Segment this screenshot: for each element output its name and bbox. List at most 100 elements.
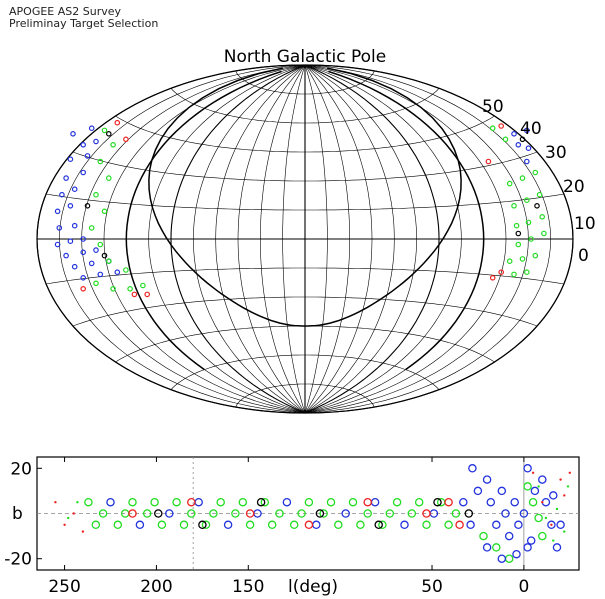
data-point-blue bbox=[549, 491, 558, 500]
data-point-green bbox=[525, 219, 532, 226]
data-point-black bbox=[374, 520, 383, 530]
x-tick-label: 150 bbox=[232, 577, 264, 597]
data-point-green bbox=[492, 543, 501, 552]
latitude-tick-label: 30 bbox=[545, 143, 567, 163]
data-point-green bbox=[201, 520, 211, 530]
data-point-green bbox=[238, 497, 248, 507]
data-point-green bbox=[110, 285, 116, 292]
data-point-green bbox=[67, 516, 70, 520]
data-point-blue bbox=[511, 131, 517, 137]
plot-frame bbox=[36, 456, 580, 571]
data-point-blue bbox=[54, 208, 61, 215]
data-point-blue bbox=[88, 125, 95, 132]
data-point-black bbox=[198, 520, 207, 530]
data-point-green bbox=[319, 509, 328, 518]
data-point-blue bbox=[93, 138, 99, 145]
data-point-green bbox=[304, 497, 314, 507]
data-point-blue bbox=[63, 252, 69, 259]
data-point-green bbox=[289, 520, 299, 530]
data-point-blue bbox=[67, 238, 74, 245]
data-point-red bbox=[128, 509, 137, 518]
data-point-green bbox=[422, 520, 431, 530]
data-point-red bbox=[80, 285, 87, 292]
figure-subtitle: Preliminay Target Selection bbox=[9, 17, 159, 30]
data-point-green bbox=[97, 158, 104, 165]
data-point-black bbox=[534, 203, 540, 209]
data-point-red bbox=[363, 497, 372, 507]
data-point-blue bbox=[400, 520, 409, 530]
data-point-green bbox=[127, 285, 133, 292]
data-point-green bbox=[356, 520, 365, 530]
data-point-blue bbox=[466, 520, 475, 530]
data-point-blue bbox=[525, 145, 532, 152]
data-point-blue bbox=[56, 225, 63, 231]
data-point-green bbox=[515, 241, 522, 248]
data-point-blue bbox=[556, 520, 565, 530]
data-point-blue bbox=[59, 191, 65, 198]
galactic-plane-chart: 250 200 150 50 0 20 -20 b l(deg) bbox=[4, 456, 580, 597]
data-point-green bbox=[93, 280, 99, 287]
data-point-black bbox=[515, 230, 522, 237]
data-point-blue bbox=[510, 497, 519, 507]
data-point-blue bbox=[538, 475, 547, 484]
data-point-blue bbox=[530, 486, 540, 496]
data-point-red bbox=[563, 494, 566, 497]
data-point-green bbox=[523, 269, 530, 276]
latitude-tick-label: 50 bbox=[482, 97, 504, 117]
data-point-green bbox=[407, 509, 417, 518]
data-point-green bbox=[348, 497, 358, 507]
latitude-tick-label: 10 bbox=[574, 214, 596, 234]
data-point-green bbox=[523, 482, 532, 491]
data-point-green bbox=[392, 497, 402, 507]
data-point-red bbox=[498, 269, 505, 276]
data-point-green bbox=[275, 509, 284, 518]
data-point-green bbox=[179, 520, 189, 530]
data-point-red bbox=[304, 520, 314, 530]
x-tick-label: 200 bbox=[140, 577, 172, 597]
x-tick-label: 0 bbox=[518, 577, 529, 597]
figure-title-block: APOGEE AS2 Survey Preliminay Target Sele… bbox=[9, 6, 158, 30]
data-point-blue bbox=[223, 520, 233, 530]
data-point-red bbox=[144, 291, 151, 298]
data-point-blue bbox=[370, 497, 380, 507]
y-axis-label: b bbox=[12, 504, 23, 524]
data-point-green bbox=[544, 516, 548, 520]
data-point-blue bbox=[486, 497, 496, 507]
data-point-blue bbox=[80, 169, 87, 176]
data-point-green bbox=[123, 267, 129, 273]
data-point-blue bbox=[482, 543, 492, 552]
data-point-black bbox=[106, 131, 112, 137]
data-point-green bbox=[504, 554, 514, 563]
data-point-green bbox=[539, 214, 546, 220]
data-point-green bbox=[528, 236, 534, 242]
data-point-green bbox=[566, 485, 570, 488]
data-point-blue bbox=[514, 520, 523, 530]
data-point-blue bbox=[497, 554, 507, 563]
data-point-green bbox=[534, 513, 543, 523]
data-point-blue bbox=[526, 536, 536, 545]
data-point-blue bbox=[71, 263, 78, 270]
data-point-green bbox=[97, 241, 104, 248]
data-point-blue bbox=[519, 509, 529, 518]
data-point-red bbox=[422, 509, 431, 518]
data-point-blue bbox=[80, 274, 87, 281]
data-point-blue bbox=[504, 531, 514, 541]
data-point-green bbox=[84, 497, 93, 507]
data-point-green bbox=[93, 191, 99, 198]
data-point-black bbox=[84, 203, 91, 209]
grid-parallel bbox=[235, 383, 375, 408]
data-point-red bbox=[114, 119, 121, 126]
data-point-green bbox=[537, 485, 540, 488]
data-point-black bbox=[433, 497, 442, 507]
data-point-green bbox=[414, 497, 424, 507]
data-point-red bbox=[489, 274, 496, 281]
data-point-green bbox=[157, 520, 167, 530]
data-point-red bbox=[568, 471, 571, 474]
latitude-tick-label: 20 bbox=[563, 177, 585, 197]
data-point-green bbox=[506, 180, 513, 187]
target-points bbox=[54, 464, 571, 563]
data-point-blue bbox=[54, 241, 61, 248]
data-point-green bbox=[555, 507, 559, 511]
